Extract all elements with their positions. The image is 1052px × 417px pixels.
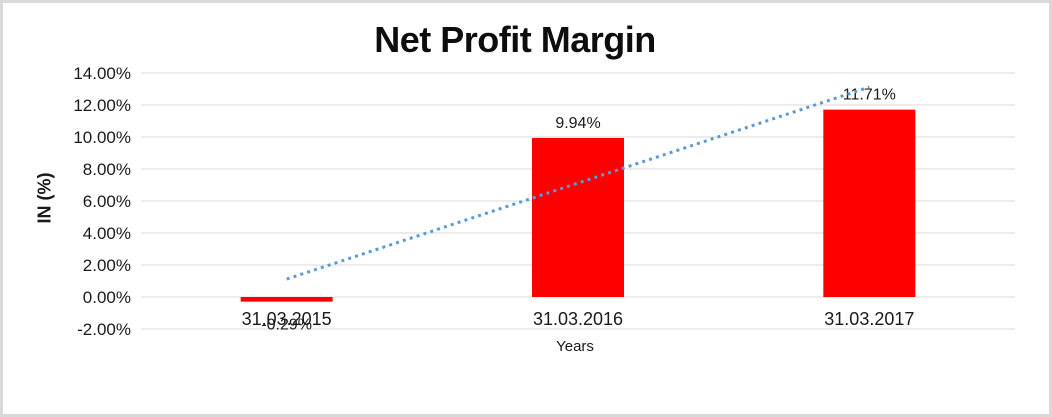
plot-area: 14.00% 12.00% 10.00% 8.00% 6.00% 4.00% 2.00% 0.… [73, 64, 1015, 339]
bar-31.03.2015 [240, 297, 333, 302]
y-tick-label: 2.00% [83, 256, 131, 275]
y-tick-label: 6.00% [83, 192, 131, 211]
bar-31.03.2017 [823, 109, 916, 297]
x-category-label: 31.03.2015 [242, 309, 332, 329]
y-tick-label: 4.00% [83, 224, 131, 243]
bar-data-label: 9.94% [555, 115, 600, 132]
y-tick-label: 10.00% [73, 128, 131, 147]
y-tick-label: 12.00% [73, 96, 131, 115]
y-tick-label: 8.00% [83, 160, 131, 179]
y-axis-title: IN (%) [34, 172, 55, 224]
y-tick-label: 0.00% [83, 288, 131, 307]
bar-31.03.2016 [532, 137, 624, 297]
chart-title: Net Profit Margin [374, 19, 656, 60]
x-category-label: 31.03.2016 [533, 309, 623, 329]
y-tick-label: -2.00% [77, 320, 131, 339]
x-axis-title: Years [556, 338, 594, 355]
trendline [286, 85, 870, 281]
bar-data-label: 11.71% [843, 87, 896, 104]
bar-data-label: -0.29% [261, 317, 312, 334]
x-category-label: 31.03.2017 [824, 309, 914, 329]
y-tick-label: 14.00% [73, 64, 131, 83]
